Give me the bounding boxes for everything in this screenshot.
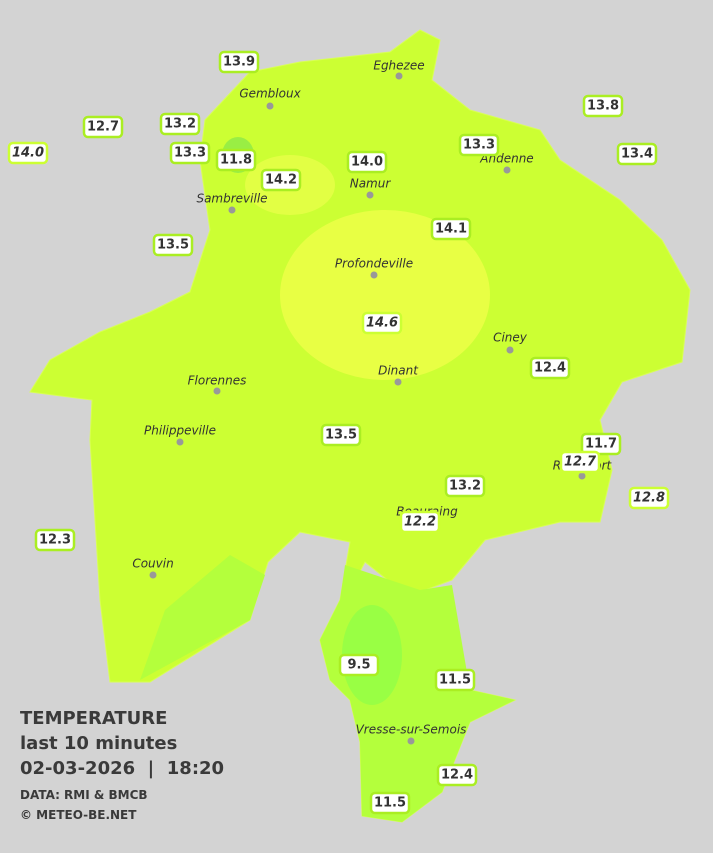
- town-dot: [407, 737, 415, 745]
- station-value: 13.3: [174, 146, 206, 161]
- town-label: Ciney: [493, 331, 528, 345]
- station-value: 14.6: [366, 316, 398, 331]
- station-value: 9.5: [347, 658, 370, 673]
- station-value: 12.7: [87, 120, 119, 135]
- station-box: [529, 356, 571, 380]
- station-value: 12.4: [441, 768, 473, 783]
- town-dot: [370, 271, 378, 279]
- station-box: [7, 141, 49, 165]
- station-box: [559, 450, 601, 474]
- station-value: 14.0: [351, 155, 383, 170]
- town-dot: [213, 387, 221, 395]
- station-value: 13.2: [449, 479, 481, 494]
- town-label: Vresse-sur-Semois: [356, 723, 467, 737]
- town-dot: [503, 166, 511, 174]
- station-box: [169, 141, 211, 165]
- station-box: [159, 112, 201, 136]
- station-value: 12.7: [564, 455, 597, 470]
- station-value: 13.9: [223, 55, 255, 70]
- station-box: [444, 474, 486, 498]
- station-value: 11.5: [374, 796, 406, 811]
- town-label: Florennes: [188, 374, 247, 388]
- subtitle: last 10 minutes: [20, 733, 177, 754]
- station-value: 11.7: [585, 437, 617, 452]
- station-value: 14.1: [435, 222, 467, 237]
- station-box: [152, 233, 194, 257]
- station-value: 12.4: [534, 361, 566, 376]
- station-value: 14.0: [12, 146, 44, 161]
- station-box: [582, 94, 624, 118]
- station-box: [215, 148, 257, 172]
- station-box: [260, 168, 302, 192]
- station-value: 13.3: [463, 138, 495, 153]
- town-label: Profondeville: [335, 257, 413, 271]
- station-value: 11.5: [439, 673, 471, 688]
- town-dot: [395, 72, 403, 80]
- station-value: 11.8: [220, 153, 252, 168]
- town-dot: [228, 206, 236, 214]
- station-box: [34, 528, 76, 552]
- station-box: [458, 133, 500, 157]
- station-value: 14.2: [265, 173, 297, 188]
- title: TEMPERATURE: [20, 708, 167, 729]
- station-box: [320, 423, 362, 447]
- source: DATA: RMI & BMCB: [20, 788, 148, 802]
- station-box: [369, 791, 411, 815]
- station-value: 13.5: [325, 428, 357, 443]
- town-dot: [366, 191, 374, 199]
- town-label: Couvin: [132, 557, 173, 571]
- station-box: [399, 510, 441, 534]
- station-value: 13.8: [587, 99, 619, 114]
- station-box: [346, 150, 388, 174]
- credit: © METEO-BE.NET: [20, 808, 137, 822]
- station-value: 12.2: [404, 515, 436, 530]
- town-dot: [266, 102, 274, 110]
- town-dot: [394, 378, 402, 386]
- town-dot: [176, 438, 184, 446]
- town-label: Sambreville: [196, 192, 267, 206]
- station-box: [430, 217, 472, 241]
- station-box: [361, 311, 403, 335]
- station-box: [628, 486, 670, 510]
- station-box: [338, 653, 380, 677]
- station-box: [616, 142, 658, 166]
- station-box: [580, 432, 622, 456]
- town-label: Eghezee: [373, 59, 424, 73]
- timestamp: 02-03-2026 | 18:20: [20, 758, 224, 779]
- town-label: Namur: [350, 177, 392, 191]
- station-value: 13.4: [621, 147, 653, 162]
- warm-zone: [280, 210, 490, 380]
- town-dot: [506, 346, 514, 354]
- station-box: [82, 115, 124, 139]
- station-value: 13.5: [157, 238, 189, 253]
- town-label: Philippeville: [144, 424, 216, 438]
- station-box: [434, 668, 476, 692]
- town-label: Dinant: [378, 364, 419, 378]
- town-label: Gembloux: [239, 87, 301, 101]
- station-box: [436, 763, 478, 787]
- station-value: 13.2: [164, 117, 196, 132]
- cool-zone: [140, 555, 265, 680]
- town-dot: [149, 571, 157, 579]
- station-value: 12.8: [633, 491, 665, 506]
- station-box: [218, 50, 260, 74]
- town-dot: [578, 472, 586, 480]
- station-value: 12.3: [39, 533, 71, 548]
